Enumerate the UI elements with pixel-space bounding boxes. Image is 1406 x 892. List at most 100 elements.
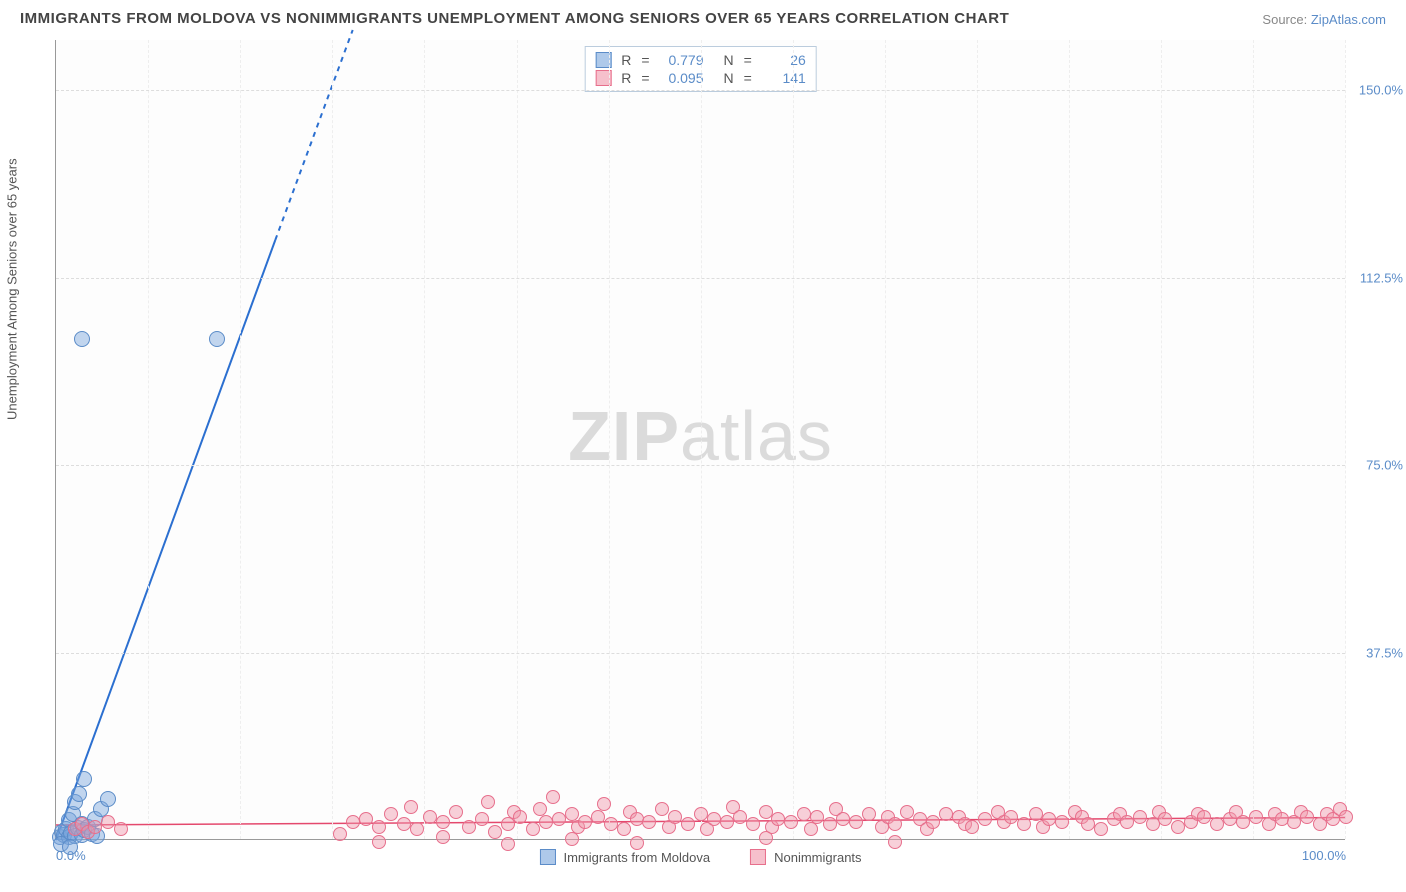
data-point — [1197, 810, 1211, 824]
data-point — [501, 817, 515, 831]
data-point — [888, 817, 902, 831]
data-point — [539, 815, 553, 829]
data-point — [797, 807, 811, 821]
data-point — [965, 820, 979, 834]
data-point — [694, 807, 708, 821]
data-point — [604, 817, 618, 831]
data-point — [1017, 817, 1031, 831]
data-point — [404, 800, 418, 814]
data-point — [1146, 817, 1160, 831]
chart-title: IMMIGRANTS FROM MOLDOVA VS NONIMMIGRANTS… — [20, 10, 1009, 27]
chart-plot-area: ZIPatlas R = 0.779 N = 26 R = 0.095 N = … — [55, 40, 1345, 840]
r-value-2: 0.095 — [660, 70, 704, 86]
n-value-2: 141 — [762, 70, 806, 86]
data-point — [1171, 820, 1185, 834]
gridline — [56, 90, 1345, 91]
data-point — [733, 810, 747, 824]
data-point — [513, 810, 527, 824]
data-point — [1004, 810, 1018, 824]
vgrid-line — [1161, 40, 1162, 839]
data-point — [630, 836, 644, 850]
vgrid-line — [1253, 40, 1254, 839]
legend-item-1: Immigrants from Moldova — [539, 849, 710, 865]
x-tick-label: 100.0% — [1302, 848, 1346, 863]
y-tick-label: 150.0% — [1353, 83, 1403, 98]
swatch-pink-icon — [750, 849, 766, 865]
data-point — [939, 807, 953, 821]
data-point — [707, 812, 721, 826]
source-link[interactable]: ZipAtlas.com — [1311, 12, 1386, 27]
data-point — [655, 802, 669, 816]
data-point — [100, 791, 116, 807]
eq-sign: = — [641, 70, 649, 86]
data-point — [591, 810, 605, 824]
data-point — [1249, 810, 1263, 824]
data-point — [597, 797, 611, 811]
data-point — [771, 812, 785, 826]
vgrid-line — [517, 40, 518, 839]
data-point — [62, 839, 78, 855]
data-point — [1094, 822, 1108, 836]
vgrid-line — [240, 40, 241, 839]
swatch-blue-icon — [539, 849, 555, 865]
data-point — [668, 810, 682, 824]
data-point — [926, 815, 940, 829]
data-point — [759, 831, 773, 845]
data-point — [1042, 812, 1056, 826]
eq-sign: = — [641, 52, 649, 68]
data-point — [888, 835, 902, 849]
n-label: N — [724, 70, 734, 86]
vgrid-line — [701, 40, 702, 839]
data-point — [526, 822, 540, 836]
data-point — [720, 815, 734, 829]
data-point — [862, 807, 876, 821]
data-point — [1133, 810, 1147, 824]
vgrid-line — [424, 40, 425, 839]
legend-item-2: Nonimmigrants — [750, 849, 861, 865]
data-point — [565, 832, 579, 846]
vgrid-line — [977, 40, 978, 839]
data-point — [681, 817, 695, 831]
data-point — [410, 822, 424, 836]
legend-label-2: Nonimmigrants — [774, 850, 861, 865]
vgrid-line — [609, 40, 610, 839]
data-point — [101, 815, 115, 829]
vgrid-line — [1345, 40, 1346, 839]
vgrid-line — [793, 40, 794, 839]
data-point — [1158, 812, 1172, 826]
data-point — [578, 815, 592, 829]
data-point — [1339, 810, 1353, 824]
vgrid-line — [885, 40, 886, 839]
data-point — [849, 815, 863, 829]
gridline — [56, 653, 1345, 654]
data-point — [436, 815, 450, 829]
source-attribution: Source: ZipAtlas.com — [1262, 12, 1386, 27]
data-point — [1300, 810, 1314, 824]
eq-sign: = — [744, 70, 752, 86]
data-point — [810, 810, 824, 824]
data-point — [397, 817, 411, 831]
data-point — [900, 805, 914, 819]
legend-series: Immigrants from Moldova Nonimmigrants — [539, 849, 861, 865]
data-point — [804, 822, 818, 836]
data-point — [617, 822, 631, 836]
data-point — [359, 812, 373, 826]
data-point — [1081, 817, 1095, 831]
data-point — [372, 835, 386, 849]
data-point — [346, 815, 360, 829]
data-point — [423, 810, 437, 824]
data-point — [642, 815, 656, 829]
data-point — [1210, 817, 1224, 831]
eq-sign: = — [744, 52, 752, 68]
data-point — [1275, 812, 1289, 826]
data-point — [978, 812, 992, 826]
y-tick-label: 112.5% — [1353, 270, 1403, 285]
r-label: R — [621, 70, 631, 86]
vgrid-line — [1069, 40, 1070, 839]
vgrid-line — [148, 40, 149, 839]
data-point — [209, 331, 225, 347]
data-point — [746, 817, 760, 831]
data-point — [823, 817, 837, 831]
data-point — [836, 812, 850, 826]
r-label: R — [621, 52, 631, 68]
